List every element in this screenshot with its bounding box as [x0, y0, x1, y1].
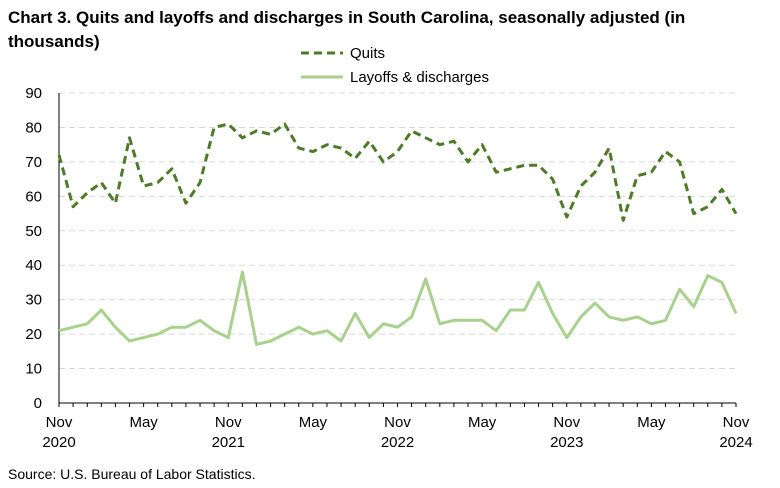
- legend-label: Quits: [350, 45, 385, 62]
- x-tick-label-month: May: [129, 414, 158, 431]
- x-tick-label-month: Nov: [46, 414, 73, 431]
- source-note: Source: U.S. Bureau of Labor Statistics.: [8, 466, 256, 482]
- x-tick-label-month: Nov: [384, 414, 411, 431]
- y-axis-ticks: 0 10 20 30 40 50 60 70 80 90: [25, 85, 42, 412]
- y-tick-label: 80: [25, 119, 42, 136]
- y-tick-label: 70: [25, 154, 42, 171]
- x-tick-label-month: Nov: [723, 414, 750, 431]
- y-tick-label: 0: [34, 395, 42, 412]
- legend: Quits Layoffs & discharges: [301, 45, 489, 86]
- y-tick-label: 30: [25, 292, 42, 309]
- y-tick-label: 40: [25, 257, 42, 274]
- x-tick-label-year: 2022: [381, 434, 414, 451]
- y-tick-label: 60: [25, 188, 42, 205]
- y-tick-label: 20: [25, 326, 42, 343]
- gridlines: [59, 92, 736, 370]
- y-tick-label: 50: [25, 223, 42, 240]
- x-tick-label-year: 2020: [42, 434, 75, 451]
- x-tick-label-month: Nov: [215, 414, 242, 431]
- x-tick-label-year: 2024: [719, 434, 752, 451]
- x-tick-label-year: 2023: [550, 434, 583, 451]
- x-tick-label-month: May: [299, 414, 328, 431]
- series-line-quits: [57, 122, 738, 222]
- x-tick-label-year: 2021: [212, 434, 245, 451]
- chart-title: Chart 3. Quits and layoffs and discharge…: [8, 8, 686, 51]
- x-tick-label-month: May: [637, 414, 666, 431]
- legend-label: Layoffs & discharges: [350, 69, 489, 86]
- series-line-layoffs-discharges: [58, 270, 738, 346]
- y-tick-label: 10: [25, 361, 42, 378]
- series-lines: [57, 122, 738, 346]
- x-axis-ticks: Nov 2020 May Nov 2021 May Nov 2022 May Nov 2023 May…: [42, 403, 753, 451]
- x-tick-label-month: Nov: [553, 414, 580, 431]
- y-tick-label: 90: [25, 85, 42, 102]
- x-tick-label-month: May: [468, 414, 497, 431]
